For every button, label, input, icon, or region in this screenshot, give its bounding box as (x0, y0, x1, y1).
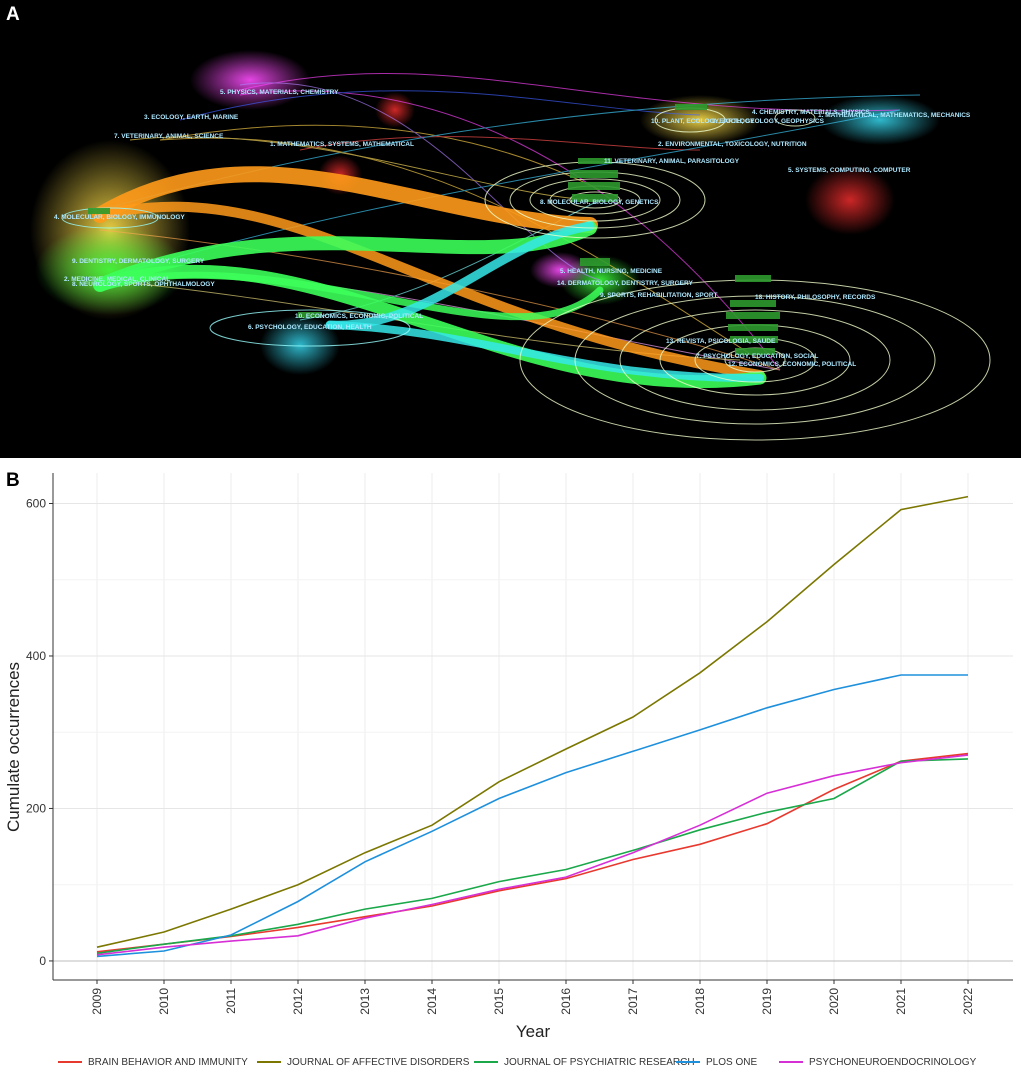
x-tick-label: 2012 (291, 988, 305, 1015)
x-tick-label: 2009 (90, 988, 104, 1015)
cluster-label: 9. DENTISTRY, DERMATOLOGY, SURGERY (72, 258, 205, 265)
cluster-label: 11. VETERINARY, ANIMAL, PARASITOLOGY (604, 158, 740, 165)
trajectory-green-2 (93, 264, 767, 389)
x-tick-label: 2015 (492, 988, 506, 1015)
chart-legend: BRAIN BEHAVIOR AND IMMUNITY JOURNAL OF AF… (0, 1052, 1021, 1074)
cluster-label: 2. MEDICINE, MEDICAL, CLINICAL (64, 276, 170, 283)
cluster-label: 13. REVISTA, PSICOLOGIA, SAUDE (666, 338, 776, 345)
cloud-magenta-right (530, 252, 590, 288)
cluster-label: 2. ENVIRONMENTAL, TOXICOLOGY, NUTRITION (658, 141, 807, 148)
citing-bar-stacks (88, 104, 780, 355)
legend-item: PSYCHONEUROENDOCRINOLOGY (779, 1052, 976, 1072)
cluster-label: 5. SYSTEMS, COMPUTING, COMPUTER (788, 167, 911, 174)
cloud-red-right (805, 165, 895, 235)
legend-label: JOURNAL OF PSYCHIATRIC RESEARCH (504, 1056, 695, 1068)
legend-item: PLOS ONE (676, 1052, 757, 1072)
cluster-label: 8. NEUROLOGY, SPORTS, OPHTHALMOLOGY (72, 281, 215, 288)
dual-map-overlay: 5. PHYSICS, MATERIALS, CHEMISTRY 3. ECOLO… (0, 0, 1021, 458)
chart-series (96, 495, 969, 958)
x-tick-label: 2010 (157, 988, 171, 1015)
cloud-green-left (35, 225, 185, 315)
dual-map-canvas: 5. PHYSICS, MATERIALS, CHEMISTRY 3. ECOLO… (30, 50, 991, 441)
cluster-label: 10. ECONOMICS, ECONOMIC, POLITICAL (295, 313, 423, 320)
cloud-red-top (375, 92, 415, 128)
cluster-label: 8. MOLECULAR, BIOLOGY, GENETICS (540, 199, 659, 206)
cluster-label: 3. EARTH, GEOLOGY, GEOPHYSICS (712, 118, 825, 125)
cluster-label: 1. MATHEMATICS, SYSTEMS, MATHEMATICAL (270, 141, 414, 148)
x-tick-label: 2019 (760, 988, 774, 1015)
x-tick-label: 2020 (827, 988, 841, 1015)
cluster-label: 4. MOLECULAR, BIOLOGY, IMMUNOLOGY (54, 214, 185, 221)
cluster-label: 12. ECONOMICS, ECONOMIC, POLITICAL (728, 361, 856, 368)
x-tick-label: 2021 (894, 988, 908, 1015)
trajectory-green-3 (96, 271, 604, 321)
x-tick-label: 2022 (961, 988, 975, 1015)
x-tick-label: 2011 (224, 988, 238, 1014)
cluster-label: 5. PHYSICS, MATERIALS, CHEMISTRY (220, 89, 339, 96)
cluster-label: 6. PSYCHOLOGY, EDUCATION, HEALTH (248, 324, 372, 331)
trajectory-orange-1 (92, 166, 598, 233)
cluster-label: 14. DERMATOLOGY, DENTISTRY, SURGERY (557, 280, 693, 287)
cluster-label: 4. CHEMISTRY, MATERIALS, PHYSICS (752, 109, 870, 116)
trajectory-cyan-1 (325, 221, 595, 330)
cluster-label: 7. PSYCHOLOGY, EDUCATION, SOCIAL (696, 353, 818, 360)
x-tick-label: 2018 (693, 988, 707, 1015)
legend-label: BRAIN BEHAVIOR AND IMMUNITY (88, 1056, 248, 1068)
cluster-label: 7. VETERINARY, ANIMAL, SCIENCE (114, 133, 224, 140)
tick-labels: 0 200 400 600 2009 2010 2011 2012 2013 2014 2015 20… (26, 496, 975, 1014)
series-line-0 (96, 752, 969, 953)
legend-swatch (58, 1061, 82, 1063)
cluster-label: 5. HEALTH, NURSING, MEDICINE (560, 268, 663, 275)
x-tick-label: 2014 (425, 988, 439, 1015)
legend-swatch (474, 1061, 498, 1063)
x-axis-label: Year (516, 1022, 551, 1041)
series-line-4 (96, 754, 969, 956)
trajectory-cyan-2 (326, 321, 764, 383)
line-chart-canvas: 0 200 400 600 2009 2010 2011 2012 2013 2014 2015 20… (4, 473, 1013, 1041)
y-tick-label: 400 (26, 649, 46, 663)
cloud-cyan-right (820, 95, 940, 145)
legend-label: PLOS ONE (706, 1056, 758, 1068)
series-line-2 (96, 758, 969, 955)
legend-swatch (779, 1061, 803, 1063)
cluster-labels: 5. PHYSICS, MATERIALS, CHEMISTRY 3. ECOLO… (54, 89, 971, 368)
panel-letter-a: A (6, 4, 20, 25)
panel-letter-b: B (6, 470, 20, 491)
legend-item: BRAIN BEHAVIOR AND IMMUNITY (58, 1052, 248, 1072)
cluster-label: 9. SPORTS, REHABILITATION, SPORT (600, 292, 718, 299)
cloud-cyan-bottom (260, 315, 340, 375)
legend-item: JOURNAL OF AFFECTIVE DISORDERS (257, 1052, 469, 1072)
legend-swatch (257, 1061, 281, 1063)
y-tick-label: 600 (26, 496, 46, 510)
x-tick-label: 2016 (559, 988, 573, 1015)
series-line-1 (96, 495, 969, 948)
legend-label: JOURNAL OF AFFECTIVE DISORDERS (287, 1056, 470, 1068)
trajectory-orange-2 (95, 201, 765, 380)
cluster-label: 1. MATHEMATICAL, MATHEMATICS, MECHANICS (818, 112, 971, 119)
y-tick-label: 200 (26, 801, 46, 815)
citation-curves-thick (92, 166, 767, 389)
chart-grid (53, 473, 1013, 980)
y-axis-label: Cumulate occurrences (4, 662, 23, 832)
cluster-label: 10. PLANT, ECOLOGY, ZOOLOGY (651, 118, 755, 125)
series-line-3 (96, 674, 968, 958)
y-tick-label: 0 (39, 954, 46, 968)
chart-axes (52, 473, 1013, 981)
legend-label: PSYCHONEUROENDOCRINOLOGY (809, 1056, 977, 1068)
cloud-magenta-top (190, 50, 310, 110)
cluster-label: 3. ECOLOGY, EARTH, MARINE (144, 114, 239, 121)
legend-swatch (676, 1061, 700, 1063)
cumulative-line-chart: 0 200 400 600 2009 2010 2011 2012 2013 2014 2015 20… (0, 460, 1021, 1078)
x-tick-label: 2017 (626, 988, 640, 1015)
legend-item: JOURNAL OF PSYCHIATRIC RESEARCH (474, 1052, 695, 1072)
x-tick-label: 2013 (358, 988, 372, 1015)
cluster-label: 18. HISTORY, PHILOSOPHY, RECORDS (755, 294, 876, 301)
